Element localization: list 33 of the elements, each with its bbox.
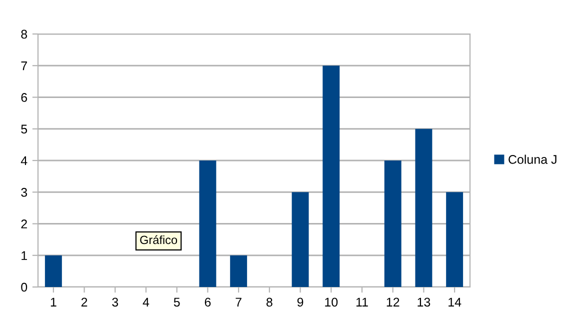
x-tick-label: 10 xyxy=(325,298,338,307)
x-tick-label: 11 xyxy=(356,298,368,306)
y-tick-label: 6 xyxy=(21,93,28,102)
x-tick-label: 14 xyxy=(448,298,462,306)
bar xyxy=(199,160,216,287)
x-tick-label: 9 xyxy=(297,298,304,307)
x-tick-label: 3 xyxy=(112,298,118,307)
legend-label: Coluna J xyxy=(508,154,556,164)
x-tick-label: 12 xyxy=(386,298,400,306)
bar xyxy=(230,255,248,287)
bar xyxy=(292,192,309,287)
annotation: Gráfico xyxy=(140,235,178,244)
y-tick-label: 3 xyxy=(21,188,28,197)
y-tick-label: 8 xyxy=(21,30,28,39)
y-tick-label: 5 xyxy=(21,124,28,134)
y-tick-label: 1 xyxy=(22,251,27,260)
bar xyxy=(446,192,464,287)
x-tick-label: 13 xyxy=(418,298,430,307)
x-tick-label: 8 xyxy=(266,298,272,307)
x-tick-label: 7 xyxy=(236,298,242,306)
bar xyxy=(384,160,402,287)
y-tick-label: 7 xyxy=(21,62,27,70)
y-tick-label: 4 xyxy=(20,156,28,166)
x-tick-label: 2 xyxy=(81,298,88,306)
bar xyxy=(322,66,340,287)
x-tick-label: 1 xyxy=(50,298,56,306)
y-tick-label: 0 xyxy=(21,282,28,292)
bar xyxy=(44,255,62,287)
y-tick-label: 2 xyxy=(21,220,27,228)
x-tick-label: 6 xyxy=(204,298,211,307)
x-tick-label: 5 xyxy=(174,298,180,307)
x-tick-label: 4 xyxy=(142,298,150,306)
bar xyxy=(415,128,432,287)
